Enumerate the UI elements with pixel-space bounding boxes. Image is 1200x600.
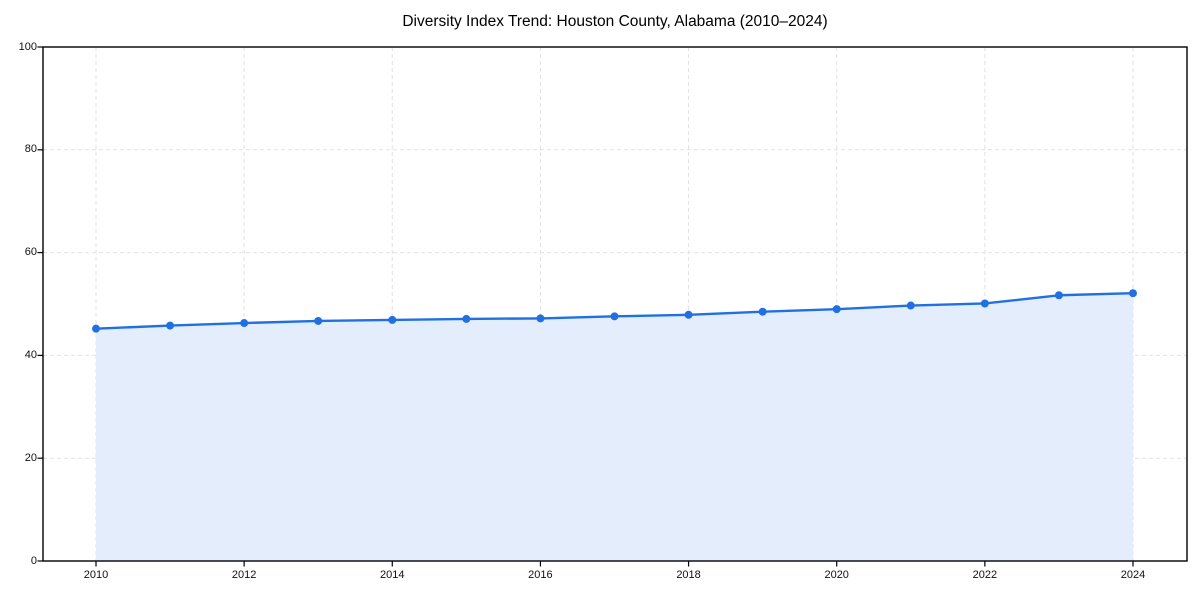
data-point-2012 [240,319,249,328]
data-point-markers [92,289,1137,333]
x-tick-label-2010: 2010 [83,569,109,581]
data-point-2023 [1054,291,1063,300]
y-tick-label-60: 60 [24,246,37,259]
x-tick-label-2024: 2024 [1120,569,1146,581]
data-point-2018 [684,310,693,319]
x-tick-label-2014: 2014 [380,569,405,581]
series-area-fill [96,293,1133,561]
data-point-2017 [610,312,619,321]
y-tick-label-100: 100 [18,40,37,53]
y-tick-label-80: 80 [24,143,37,156]
data-point-2020 [832,305,841,314]
data-point-2021 [906,301,915,310]
x-tick-label-2016: 2016 [528,569,553,581]
x-tick-label-2012: 2012 [231,569,257,581]
data-point-2013 [314,316,323,325]
axes-border [42,46,1188,562]
data-point-2011 [166,321,175,330]
data-point-2014 [388,315,397,324]
x-tick-label-2020: 2020 [824,569,849,581]
plot-frame [42,46,1188,562]
x-tick-label-2018: 2018 [676,569,701,581]
area-fill-layer [96,293,1133,561]
data-point-2024 [1129,289,1137,298]
y-tick-label-0: 0 [30,554,37,567]
chart-title: Diversity Index Trend: Houston County, A… [402,13,828,30]
data-point-2022 [980,299,989,308]
axis-tick-marks [37,46,1134,567]
x-tick-label-2022: 2022 [972,569,998,581]
data-point-2016 [536,314,545,323]
data-point-2010 [92,324,100,333]
y-tick-label-40: 40 [24,348,37,361]
data-point-2019 [758,307,767,316]
y-tick-label-20: 20 [24,451,37,464]
data-point-2015 [462,314,471,323]
